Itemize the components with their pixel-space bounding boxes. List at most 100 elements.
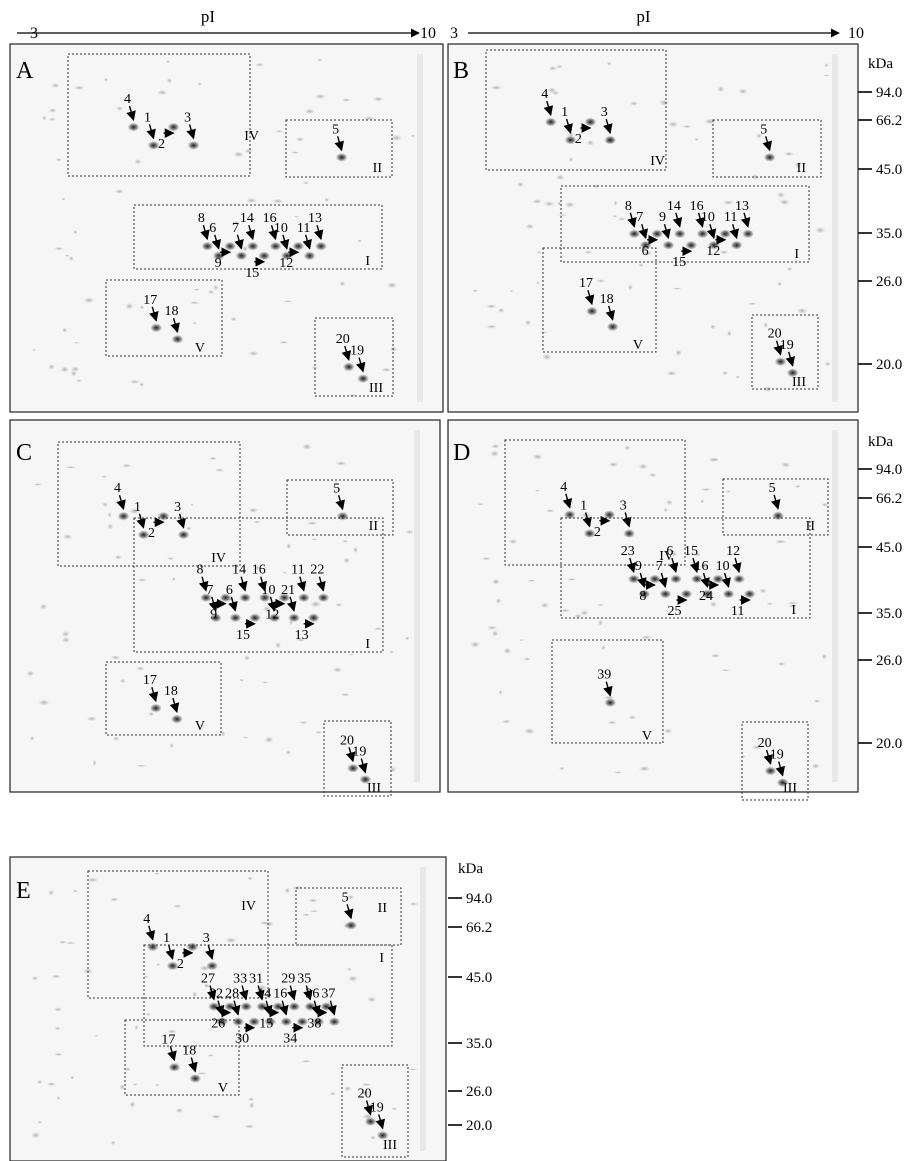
faint-protein-spot <box>776 662 787 666</box>
kda-unit-label: kDa <box>868 434 893 450</box>
faint-protein-spot <box>524 319 532 326</box>
protein-spot <box>583 529 596 538</box>
spot-arrow <box>200 225 210 241</box>
spot-number-label: 5 <box>760 122 767 137</box>
faint-protein-spot <box>48 117 56 122</box>
protein-spot <box>690 574 703 584</box>
faint-protein-spot <box>171 576 176 582</box>
spot-arrow <box>672 212 683 228</box>
faint-protein-spot <box>275 641 282 649</box>
pi-axis-2: 3 10 pI <box>450 7 864 42</box>
faint-protein-spot <box>352 546 359 554</box>
faint-protein-spot <box>720 669 731 672</box>
faint-protein-spot <box>278 340 290 344</box>
spot-arrow <box>188 1057 198 1073</box>
dotted-region-outline <box>341 1064 409 1158</box>
protein-spot <box>280 1017 293 1027</box>
spot-number-label: 1 <box>580 499 587 514</box>
protein-spot <box>307 613 320 623</box>
faint-protein-spot <box>658 99 670 106</box>
spot-arrow <box>605 305 615 321</box>
spot-number-label: 10 <box>716 559 730 574</box>
faint-protein-spot <box>233 151 245 158</box>
dotted-region-outline <box>57 441 241 567</box>
faint-protein-spot <box>332 667 343 673</box>
spot-number-label: 20 <box>336 332 350 347</box>
protein-spot <box>317 593 330 603</box>
spot-arrow <box>626 557 637 573</box>
faint-protein-spot <box>762 386 773 393</box>
faint-protein-spot <box>342 539 349 543</box>
faint-protein-spot <box>794 484 802 489</box>
spot-number-label: 36 <box>305 987 319 1002</box>
faint-protein-spot <box>629 101 639 107</box>
faint-protein-spot <box>343 557 350 564</box>
spot-arrow <box>785 351 795 367</box>
faint-protein-spot <box>675 349 683 357</box>
faint-protein-spot <box>404 636 410 641</box>
faint-protein-spot <box>516 181 525 188</box>
spot-arrow <box>695 212 705 228</box>
faint-protein-spot <box>540 602 549 609</box>
gel-panel-a: AIV4123II5I869714151610121113V1718III201… <box>9 43 444 413</box>
faint-protein-spot <box>509 289 514 293</box>
protein-spot <box>651 229 664 239</box>
mw-marker-label: 94.0 <box>876 85 902 101</box>
faint-protein-spot <box>64 465 77 469</box>
protein-spot <box>680 589 693 599</box>
spot-number-label: 21 <box>281 583 295 598</box>
faint-protein-spot <box>300 1059 312 1063</box>
dotted-region-outline <box>133 204 383 270</box>
faint-protein-spot <box>525 223 535 230</box>
protein-spot <box>730 240 743 250</box>
faint-protein-spot <box>197 82 203 86</box>
faint-protein-spot <box>114 554 123 560</box>
faint-protein-spot <box>302 913 311 917</box>
faint-protein-spot <box>293 215 300 218</box>
faint-protein-spot <box>389 766 397 773</box>
spot-number-label: 22 <box>310 563 324 578</box>
faint-protein-spot <box>132 1083 139 1086</box>
faint-protein-spot <box>290 151 300 154</box>
spot-arrow <box>638 224 649 240</box>
faint-protein-spot <box>766 602 774 606</box>
faint-protein-spot <box>166 1029 178 1034</box>
spot-number-label: 6 <box>666 544 673 559</box>
dotted-region-outline <box>551 639 664 744</box>
faint-protein-spot <box>192 288 201 291</box>
faint-protein-spot <box>469 641 481 648</box>
faint-protein-spot <box>324 197 330 203</box>
faint-protein-spot <box>774 539 787 544</box>
spot-number-label: 18 <box>164 684 178 699</box>
faint-protein-spot <box>586 139 595 146</box>
faint-protein-spot <box>101 501 109 508</box>
spot-number-label: 4 <box>114 481 121 496</box>
spot-number-label: 11 <box>724 210 737 225</box>
spot-number-label: 10 <box>701 210 715 225</box>
faint-protein-spot <box>247 1097 255 1102</box>
faint-protein-spot <box>548 65 557 71</box>
protein-spot <box>376 1130 389 1140</box>
faint-protein-spot <box>166 77 173 84</box>
faint-protein-spot <box>208 456 218 461</box>
protein-spot <box>763 152 776 162</box>
faint-protein-spot <box>285 750 292 755</box>
protein-spot <box>733 574 746 584</box>
spot-arrow <box>562 493 573 509</box>
faint-protein-spot <box>666 370 677 376</box>
spot-number-label: 10 <box>274 221 288 236</box>
region-roman-label: IV <box>659 549 674 564</box>
protein-spot <box>240 1002 253 1012</box>
region-box-iv: IV 412 3 <box>57 441 241 567</box>
protein-spot <box>347 763 360 773</box>
spot-arrow <box>622 512 632 528</box>
faint-protein-spot <box>822 74 831 77</box>
spot-number-label: 8 <box>197 563 204 578</box>
faint-protein-spot <box>72 889 79 893</box>
region-roman-label: II <box>369 519 379 534</box>
faint-protein-spot <box>48 363 56 370</box>
spot-arrow <box>230 1000 241 1016</box>
